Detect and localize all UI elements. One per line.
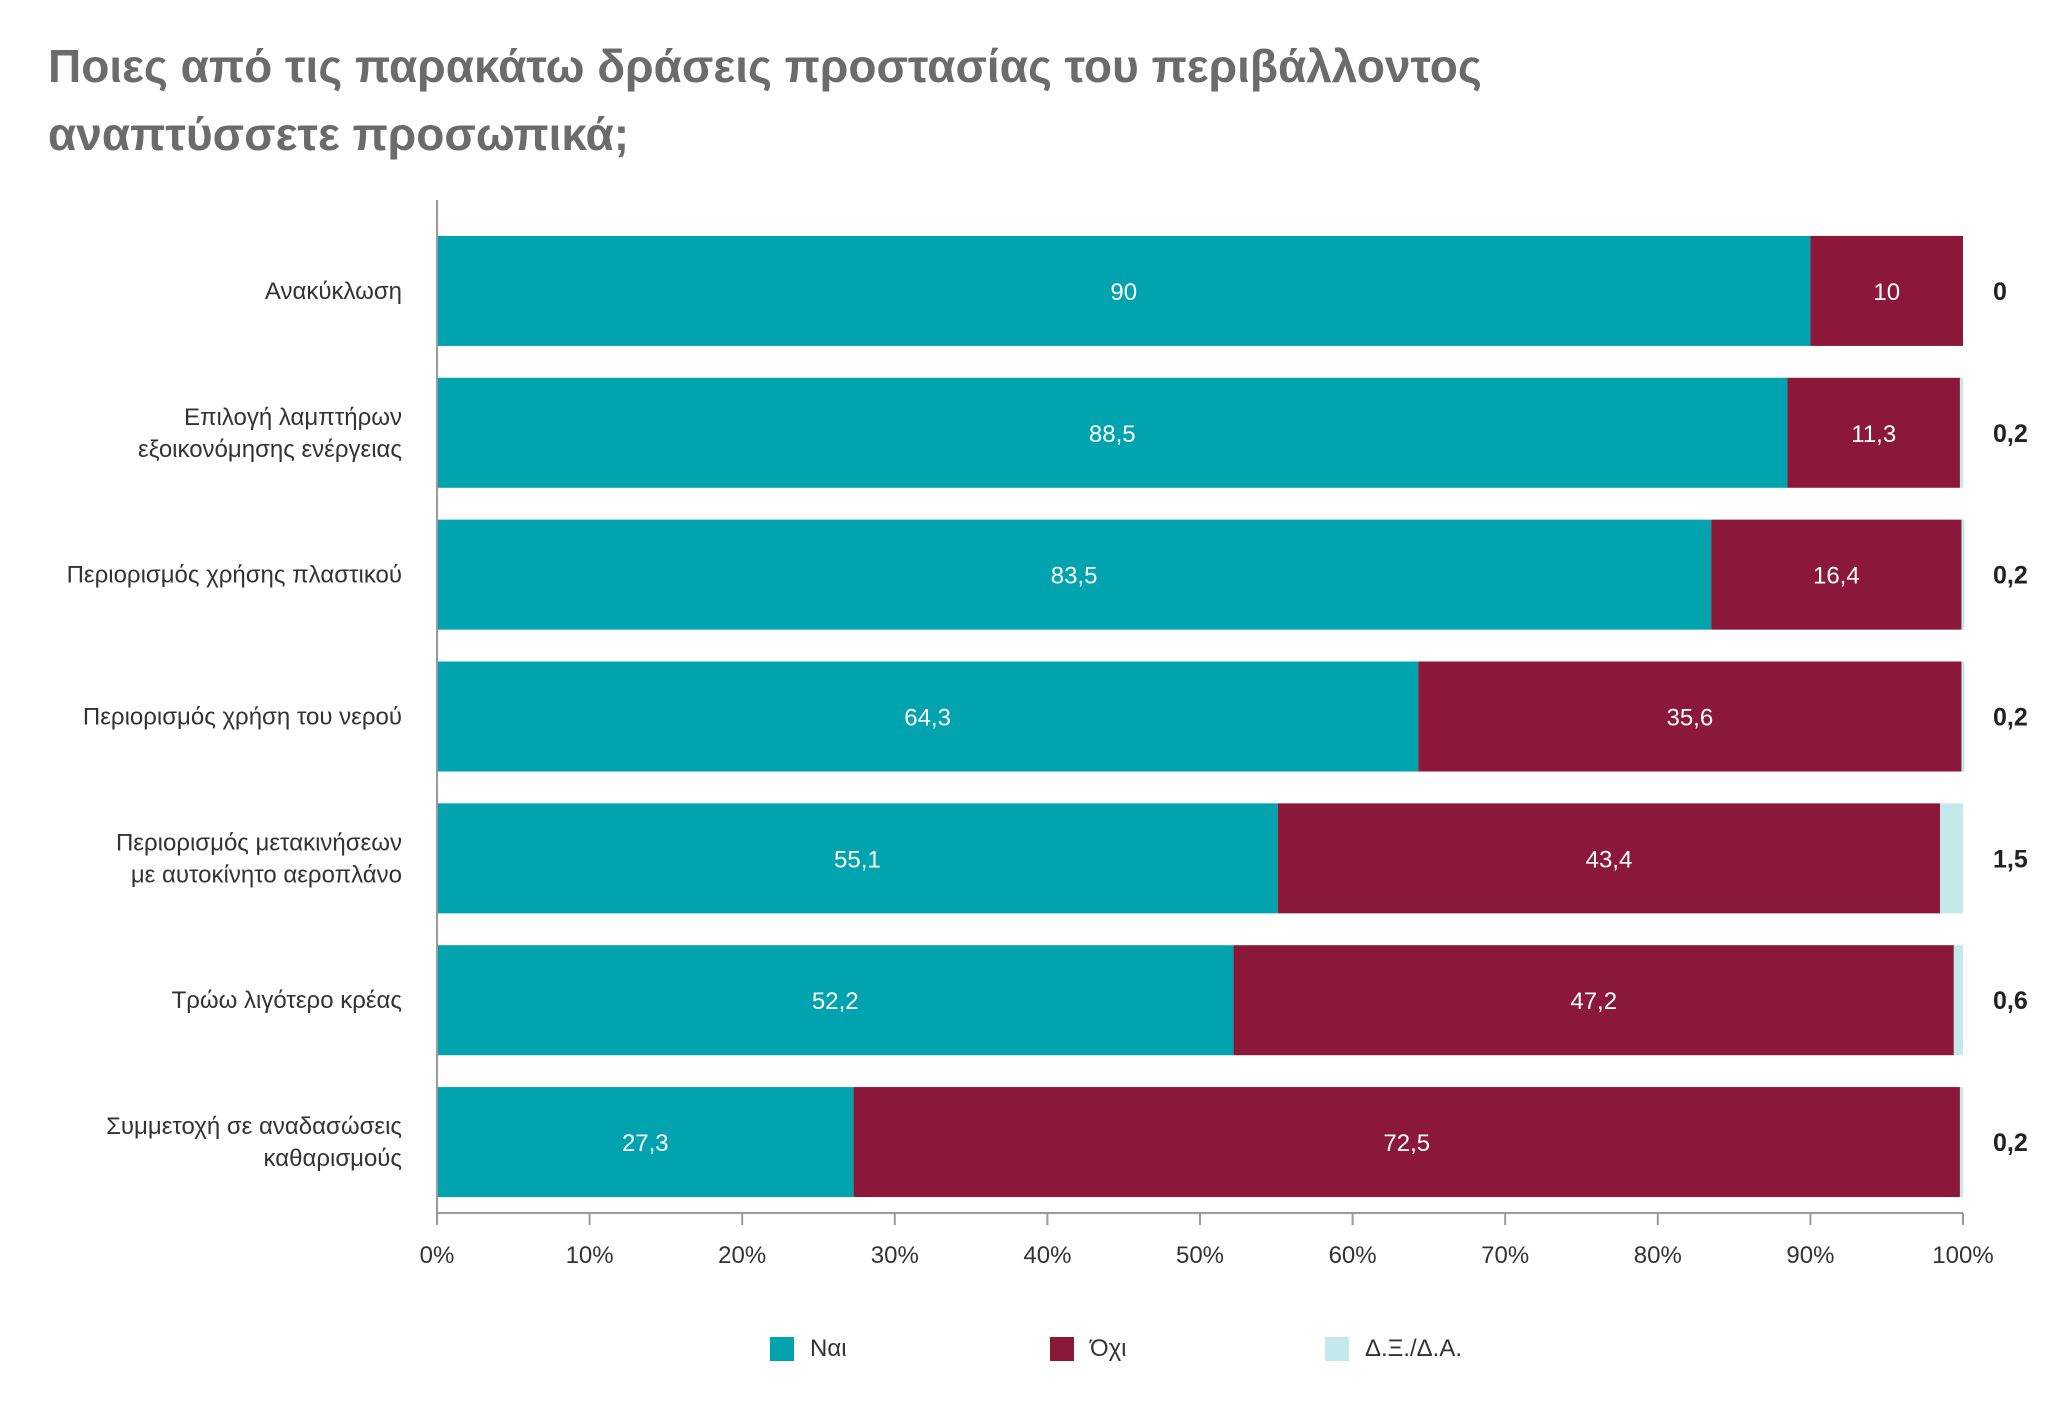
data-label-yes-3: 64,3: [904, 705, 951, 732]
data-label-no-5: 47,2: [1570, 988, 1617, 1015]
legend-item-dk: Δ.Ξ./Δ.Α.: [1325, 1335, 1462, 1363]
axis-layer: 0% 10% 20% 30% 40% 50% 60% 70% 80% 90% 100%: [420, 200, 1994, 1269]
x-tick-label-3: 30%: [871, 1242, 919, 1269]
data-label-yes-1: 88,5: [1089, 421, 1136, 448]
bar-dk-4: [1940, 803, 1963, 914]
legend-swatch-no: [1050, 1337, 1074, 1361]
bar-yes-2: [437, 519, 1712, 630]
category-label-0: Ανακύκλωση: [265, 278, 402, 305]
category-label-2: Περιορισμός χρήσης πλαστικού: [67, 562, 402, 589]
data-label-no-0: 10: [1873, 279, 1900, 306]
x-tick-label-9: 90%: [1786, 1242, 1834, 1269]
x-tick-label-8: 80%: [1634, 1242, 1682, 1269]
bar-yes-4: [437, 803, 1278, 914]
bars-layer: [437, 235, 1965, 1198]
category-label-4: Περιορισμός μετακινήσεων με αυτοκίνητο αε…: [116, 829, 402, 888]
category-label-6: Συμμετοχή σε αναδασώσεις καθαρισμούς: [106, 1113, 402, 1172]
legend-label-no: Όχι: [1090, 1335, 1127, 1362]
bar-yes-0: [437, 235, 1811, 346]
legend-swatch-dk: [1325, 1337, 1349, 1361]
data-label-no-3: 35,6: [1666, 705, 1713, 732]
bar-no-2: [1711, 519, 1962, 630]
legend-label-dk: Δ.Ξ./Δ.Α.: [1365, 1335, 1463, 1362]
x-tick-label-2: 20%: [718, 1242, 766, 1269]
legend-item-no: Όχι: [1050, 1335, 1127, 1363]
legend-swatch-yes: [770, 1337, 794, 1361]
legend: Ναι Όχι Δ.Ξ./Δ.Α.: [0, 1335, 2066, 1375]
bar-yes-6: [437, 1087, 854, 1198]
bar-dk-3: [1961, 661, 1965, 772]
category-label-5: Τρώω λιγότερο κρέας: [172, 987, 402, 1014]
bar-no-6: [853, 1087, 1960, 1198]
bar-no-0: [1810, 235, 1963, 346]
data-label-dk-0: 0: [1993, 278, 2007, 306]
data-label-no-6: 72,5: [1383, 1130, 1430, 1157]
data-label-yes-2: 83,5: [1051, 563, 1098, 590]
data-label-yes-6: 27,3: [622, 1130, 669, 1157]
x-tick-label-10: 100%: [1932, 1242, 1993, 1269]
bar-no-1: [1787, 377, 1960, 488]
bar-dk-2: [1961, 519, 1965, 630]
chart-title: Ποιες από τις παρακάτω δράσεις προστασία…: [48, 32, 1748, 168]
x-tick-label-5: 50%: [1176, 1242, 1224, 1269]
bar-dk-1: [1959, 377, 1963, 488]
legend-item-yes: Ναι: [770, 1335, 847, 1363]
category-label-1: Επιλογή λαμπτήρων εξοικονόμησης ενέργειας: [138, 404, 402, 463]
bar-yes-5: [437, 945, 1234, 1056]
data-label-yes-4: 55,1: [834, 846, 881, 873]
category-label-3: Περιορισμός χρήση του νερού: [83, 704, 402, 731]
data-label-yes-0: 90: [1110, 279, 1137, 306]
bar-yes-3: [437, 661, 1419, 772]
bar-no-3: [1418, 661, 1962, 772]
legend-label-yes: Ναι: [810, 1335, 847, 1362]
x-tick-label-7: 70%: [1481, 1242, 1529, 1269]
bar-no-5: [1233, 945, 1954, 1056]
data-label-dk-6: 0,2: [1993, 1129, 2028, 1157]
data-label-no-1: 11,3: [1851, 421, 1896, 448]
data-label-yes-5: 52,2: [812, 988, 859, 1015]
bar-dk-5: [1953, 945, 1963, 1056]
data-label-no-2: 16,4: [1813, 563, 1860, 590]
x-tick-label-0: 0%: [420, 1242, 455, 1269]
data-label-dk-4: 1,5: [1993, 845, 2028, 873]
chart-title-line-2: αναπτύσσετε προσωπικά;: [48, 108, 630, 160]
data-label-dk-3: 0,2: [1993, 704, 2028, 732]
x-tick-label-1: 10%: [566, 1242, 614, 1269]
bar-yes-1: [437, 377, 1788, 488]
data-label-dk-5: 0,6: [1993, 987, 2028, 1015]
data-label-dk-1: 0,2: [1993, 420, 2028, 448]
x-tick-label-4: 40%: [1023, 1242, 1071, 1269]
x-tick-label-6: 60%: [1329, 1242, 1377, 1269]
chart-title-line-1: Ποιες από τις παρακάτω δράσεις προστασία…: [48, 40, 1482, 92]
data-label-dk-2: 0,2: [1993, 562, 2028, 590]
bar-no-4: [1277, 803, 1941, 914]
bar-dk-6: [1959, 1087, 1963, 1198]
labels-layer: 90 10 0 Ανακύκλωση 88,5 11,3 0,2 Επιλογή λαμπτή…: [67, 278, 2028, 1172]
data-label-no-4: 43,4: [1586, 846, 1633, 873]
